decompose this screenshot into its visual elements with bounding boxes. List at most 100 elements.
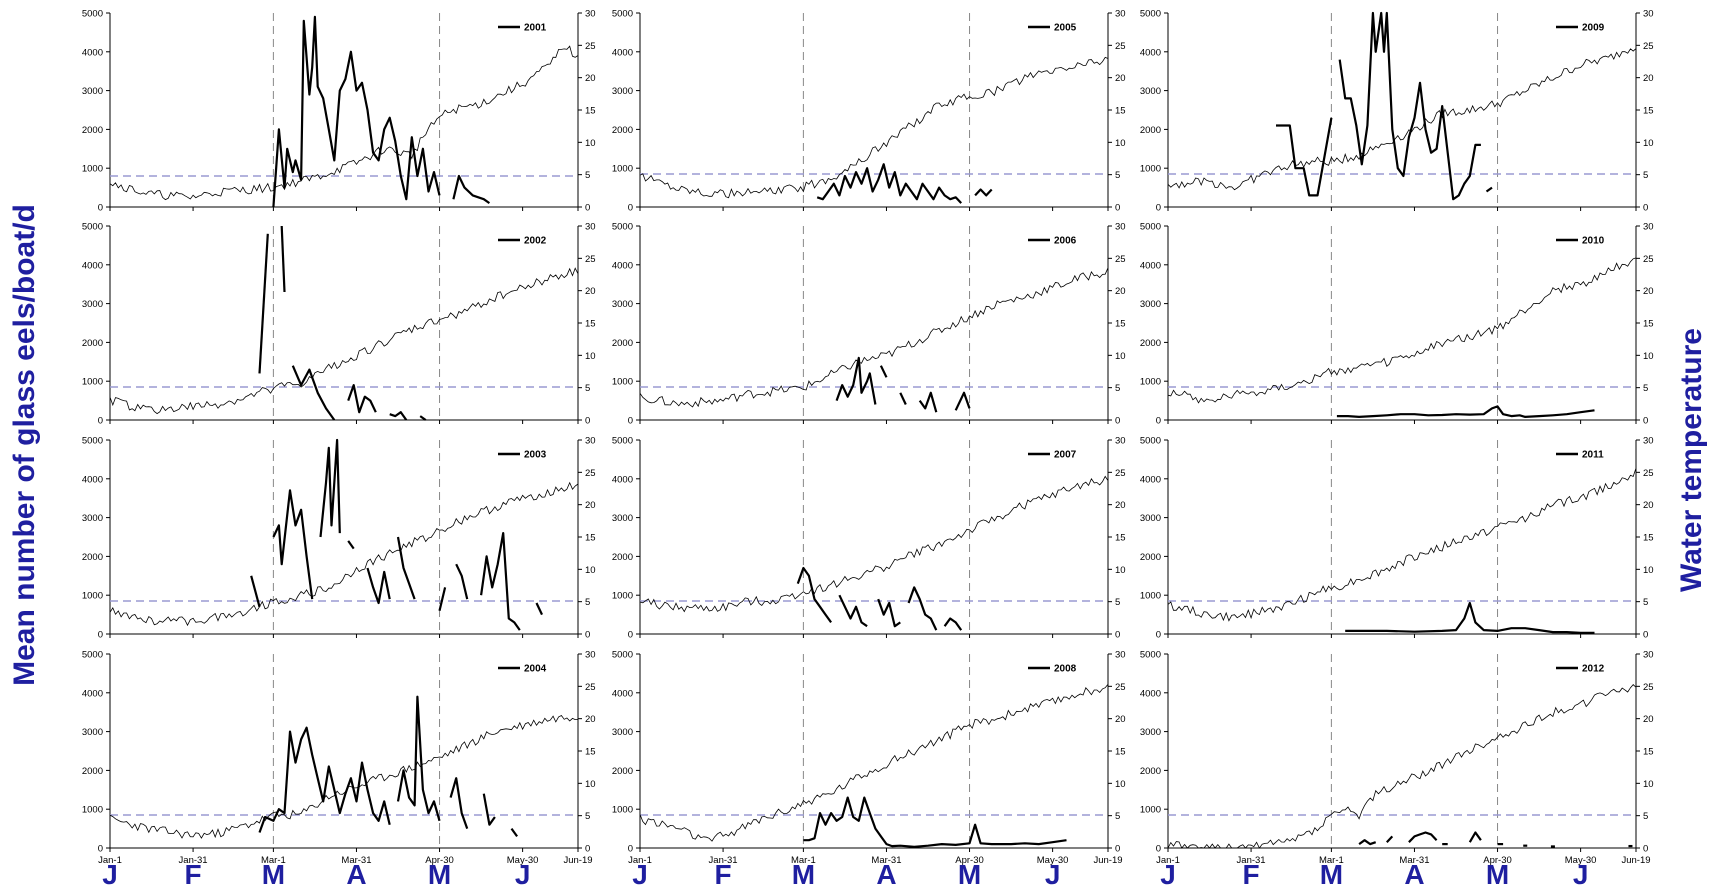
legend-label: 2008 [1054,664,1077,675]
legend-label: 2007 [1054,450,1077,461]
glass-eel-segment [347,384,377,414]
glass-eel-segment [796,566,832,624]
right-tick-label: 25 [1115,41,1126,52]
legend-label: 2010 [1582,236,1605,247]
left-tick-label: 2000 [612,338,633,349]
right-tick-label: 20 [1643,286,1654,297]
right-tick-label: 5 [1643,811,1648,822]
right-tick-label: 0 [1115,630,1120,641]
right-tick-label: 25 [1115,682,1126,693]
glass-eel-segment [389,411,408,421]
glass-eel-segment [1386,835,1394,843]
date-tick-label: Mar-1 [1319,855,1344,866]
month-letter: A [876,859,896,890]
legend-label: 2012 [1582,664,1605,675]
right-tick-label: 5 [1115,811,1120,822]
right-tick-label: 20 [1115,286,1126,297]
left-tick-label: 4000 [1140,260,1161,271]
left-tick-label: 1000 [1140,805,1161,816]
right-tick-label: 10 [585,138,596,149]
right-tick-label: 25 [1643,254,1654,265]
left-tick-label: 3000 [82,513,103,524]
right-tick-label: 10 [1115,565,1126,576]
right-tick-label: 0 [585,630,590,641]
left-tick-label: 2000 [612,552,633,563]
date-tick-label: Apr-30 [955,855,984,866]
glass-eel-segment [258,726,391,833]
panel-2003: 0 1000 2000 3000 4000 5000 0 5 10 15 20 25 30 2003 [82,436,596,641]
left-tick-label: 5000 [612,222,633,233]
left-tick-label: 0 [628,630,633,641]
legend-label: 2011 [1582,450,1604,461]
month-letter: M [792,859,815,890]
glass-eel-segment [918,391,938,413]
glass-eel-segment [1485,186,1493,193]
panel-2006: 0 1000 2000 3000 4000 5000 0 5 10 15 20 25 30 2006 [612,222,1126,427]
date-tick-label: Mar-1 [261,855,286,866]
panel-2008: 0 1000 2000 3000 4000 5000 0 5 10 15 20 25 30 2008 Jan… [612,650,1126,890]
left-tick-label: 0 [628,416,633,427]
glass-eel-segment [272,489,314,600]
right-tick-label: 10 [1643,138,1654,149]
left-tick-label: 2000 [1140,766,1161,777]
right-tick-label: 10 [1115,779,1126,790]
glass-eel-segment [816,163,962,204]
date-tick-label: May-30 [507,855,539,866]
date-tick-label: Mar-1 [791,855,816,866]
left-tick-label: 3000 [612,513,633,524]
date-tick-label: Mar-31 [871,855,901,866]
left-tick-label: 0 [98,630,103,641]
temperature-line [639,684,1109,842]
temperature-line [1167,684,1637,849]
right-tick-label: 30 [585,436,596,447]
glass-eel-segment [877,598,901,628]
date-tick-label: Apr-30 [1483,855,1512,866]
right-tick-label: 25 [1643,682,1654,693]
right-tick-label: 0 [585,203,590,214]
panel-2005: 0 1000 2000 3000 4000 5000 0 5 10 15 20 25 30 2005 [612,9,1126,214]
right-tick-label: 20 [585,286,596,297]
panel-2010: 0 1000 2000 3000 4000 5000 0 5 10 15 20 25 30 2010 [1140,222,1654,427]
left-tick-label: 3000 [612,727,633,738]
right-tick-label: 20 [1115,500,1126,511]
legend-label: 2002 [524,236,547,247]
date-tick-label: Apr-30 [425,855,454,866]
glass-eel-segment [366,567,391,605]
left-tick-label: 4000 [1140,47,1161,58]
glass-eel-segment [347,540,355,550]
right-tick-label: 30 [585,9,596,20]
date-tick-label: Jun-19 [1621,855,1650,866]
legend-label: 2005 [1054,23,1077,34]
right-tick-label: 5 [1115,170,1120,181]
legend-label: 2001 [524,23,547,34]
date-tick-label: Mar-31 [1399,855,1429,866]
right-tick-label: 20 [1643,500,1654,511]
month-letter: J [1573,859,1589,890]
month-letter: J [515,859,531,890]
left-tick-label: 2000 [82,338,103,349]
left-tick-label: 4000 [82,688,103,699]
right-tick-label: 15 [1643,533,1654,544]
panel-2004: 0 1000 2000 3000 4000 5000 0 5 10 15 20 25 30 2004 Jan… [82,650,596,890]
left-tick-label: 0 [98,844,103,855]
panel-2001: 0 1000 2000 3000 4000 5000 0 5 10 15 20 25 30 2001 [82,9,596,214]
left-tick-label: 4000 [612,474,633,485]
left-tick-label: 2000 [1140,125,1161,136]
right-tick-label: 30 [1643,9,1654,20]
right-tick-label: 0 [1643,844,1648,855]
temperature-line [639,56,1109,199]
left-tick-label: 5000 [82,222,103,233]
left-tick-label: 1000 [1140,164,1161,175]
left-tick-label: 5000 [82,650,103,661]
glass-eel-segment [396,695,441,822]
right-tick-label: 15 [1115,319,1126,330]
right-tick-label: 0 [1115,416,1120,427]
date-tick-label: Jan-1 [628,855,652,866]
month-letter: J [632,859,648,890]
right-tick-label: 10 [585,351,596,362]
left-tick-label: 3000 [1140,86,1161,97]
right-tick-label: 15 [1643,319,1654,330]
month-letter: F [185,859,202,890]
month-letter: F [715,859,732,890]
